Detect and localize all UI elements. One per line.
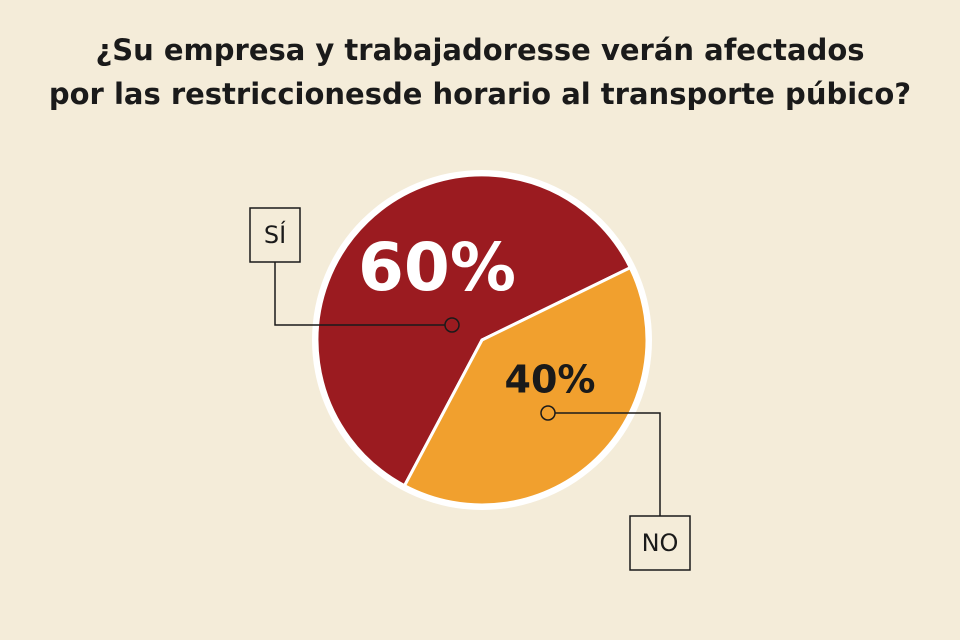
label-box [629,515,691,571]
connector [274,262,445,326]
pie-slice [402,265,649,507]
connector-dot [540,405,556,421]
connector-dot [444,317,460,333]
category-label: SÍ [264,220,286,249]
pie-slice [315,173,633,488]
chart-title: ¿Su empresa y trabajadoresse verán afect… [95,33,864,67]
connector [555,412,661,516]
label-box [249,207,301,263]
chart-title: por las restriccionesde horario al trans… [49,77,911,111]
value-label: 60% [358,229,516,306]
value-label: 40% [505,358,596,402]
category-label: NO [642,529,679,557]
